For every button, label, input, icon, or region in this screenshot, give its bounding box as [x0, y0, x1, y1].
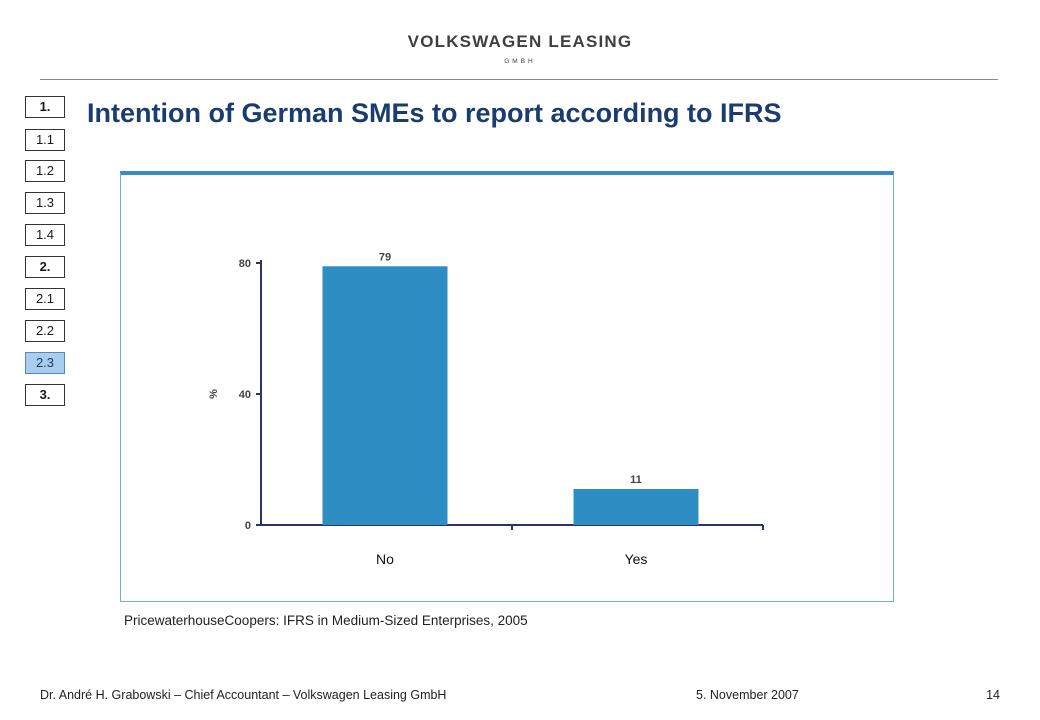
nav-item-2-2[interactable]: 2.2 — [25, 320, 65, 342]
page-title: Intention of German SMEs to report accor… — [87, 98, 782, 128]
y-tick-label: 80 — [239, 258, 251, 270]
nav-item-3[interactable]: 3. — [25, 384, 65, 406]
bar-yes — [573, 488, 699, 525]
nav-item-1-2[interactable]: 1.2 — [25, 160, 65, 182]
brand-logo-text: VOLKSWAGEN LEASING — [407, 32, 633, 51]
nav-item-2-3[interactable]: 2.3 — [25, 352, 65, 374]
header-divider — [40, 79, 998, 80]
nav-item-1-3[interactable]: 1.3 — [25, 192, 65, 214]
footer-author: Dr. André H. Grabowski – Chief Accountan… — [40, 688, 447, 702]
x-category-label: No — [376, 551, 394, 567]
source-note: PricewaterhouseCoopers: IFRS in Medium-S… — [124, 613, 528, 628]
nav-item-1[interactable]: 1. — [25, 96, 65, 118]
nav-item-1-1[interactable]: 1.1 — [25, 129, 65, 151]
nav-item-1-4[interactable]: 1.4 — [25, 224, 65, 246]
x-category-label: Yes — [625, 551, 648, 567]
nav-item-2-1[interactable]: 2.1 — [25, 288, 65, 310]
chart-frame: 0 40 80% 79 No 11 Yes — [120, 171, 894, 602]
bar-value-label: 11 — [630, 474, 642, 486]
bar-no — [322, 266, 448, 525]
bar-chart: 0 40 80% 79 No 11 Yes — [208, 251, 764, 567]
footer-date: 5. November 2007 — [696, 688, 799, 702]
y-tick-label: 0 — [245, 520, 251, 532]
y-tick-label: 40 — [239, 389, 251, 401]
nav-item-2[interactable]: 2. — [25, 256, 65, 278]
brand-logo-subtext: GMBH — [504, 58, 536, 65]
bar-value-label: 79 — [379, 251, 391, 263]
y-axis-label: % — [208, 389, 220, 399]
page-number: 14 — [986, 688, 1000, 702]
